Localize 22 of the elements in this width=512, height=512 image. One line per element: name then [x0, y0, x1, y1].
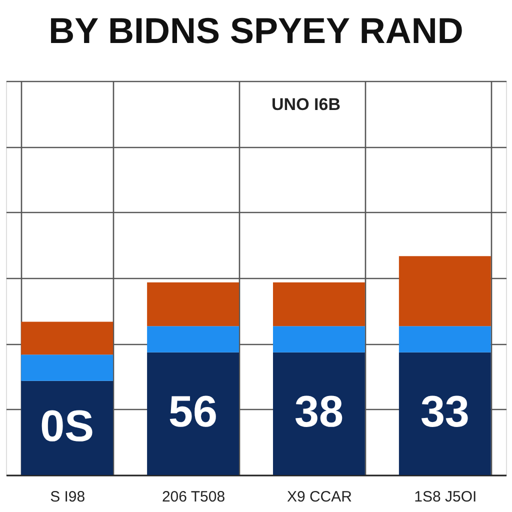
bar — [273, 326, 365, 352]
annotation: 38 — [294, 388, 344, 437]
bar — [398, 256, 491, 326]
x-tick-label: 206 T508 — [162, 488, 226, 506]
bar — [273, 282, 365, 326]
text: UNO I6B — [272, 95, 340, 114]
bar — [273, 352, 365, 475]
bar — [147, 282, 239, 326]
chart-title: BY BIDNS SPYEY RAND — [48, 10, 464, 51]
bar — [21, 380, 114, 475]
annotation: 0S — [40, 402, 94, 451]
annotation: 33 — [420, 388, 470, 437]
x-tick-label: 1S8 J5OI — [414, 488, 477, 506]
bar — [147, 326, 239, 352]
bar — [21, 354, 114, 381]
bar — [21, 322, 114, 355]
x-tick-label: S I98 — [50, 488, 86, 506]
bar — [147, 352, 239, 475]
bar — [398, 326, 491, 352]
annotation: 56 — [168, 388, 218, 437]
x-tick-label: X9 CCAR — [286, 488, 352, 506]
bar — [398, 352, 491, 475]
